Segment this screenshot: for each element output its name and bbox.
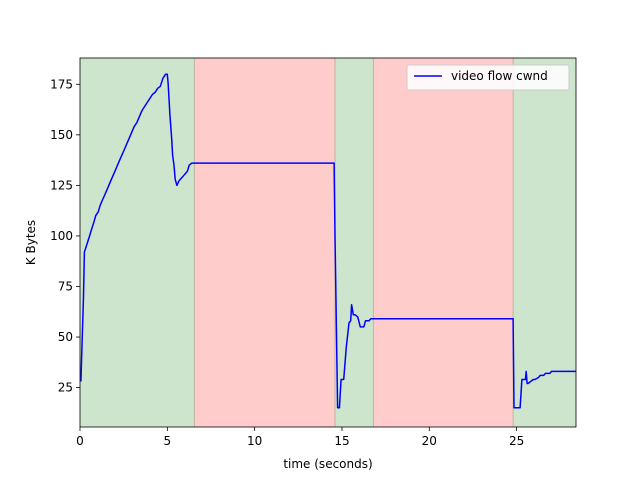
y-tick-label: 175	[50, 77, 73, 91]
x-axis-label: time (seconds)	[283, 457, 372, 471]
y-tick-label: 75	[58, 279, 73, 293]
legend-label: video flow cwnd	[451, 69, 548, 83]
y-tick-label: 125	[50, 178, 73, 192]
y-axis-label: K Bytes	[24, 220, 38, 265]
y-tick-label: 25	[58, 381, 73, 395]
series-lines	[80, 73, 576, 409]
x-tick-label: 0	[76, 434, 84, 448]
x-tick-label: 20	[422, 434, 437, 448]
background-band	[194, 58, 335, 427]
y-axis-ticks: 25 50 75 100 125 150 175	[50, 77, 80, 395]
background-band	[373, 58, 514, 427]
background-band	[80, 58, 195, 427]
x-tick-label: 5	[164, 434, 172, 448]
y-tick-label: 50	[58, 330, 73, 344]
background-band	[513, 58, 576, 427]
series-line	[80, 73, 576, 409]
x-tick-label: 15	[334, 434, 349, 448]
y-tick-label: 100	[50, 229, 73, 243]
x-tick-label: 25	[509, 434, 524, 448]
plot-frame	[79, 57, 577, 428]
legend-box	[406, 64, 570, 91]
legend: video flow cwnd	[406, 64, 570, 91]
x-tick-label: 10	[247, 434, 262, 448]
x-axis-ticks: 0 5 10 15 20 25	[76, 427, 524, 448]
y-tick-label: 150	[50, 128, 73, 142]
background-band	[334, 58, 374, 427]
background-bands	[80, 58, 576, 427]
